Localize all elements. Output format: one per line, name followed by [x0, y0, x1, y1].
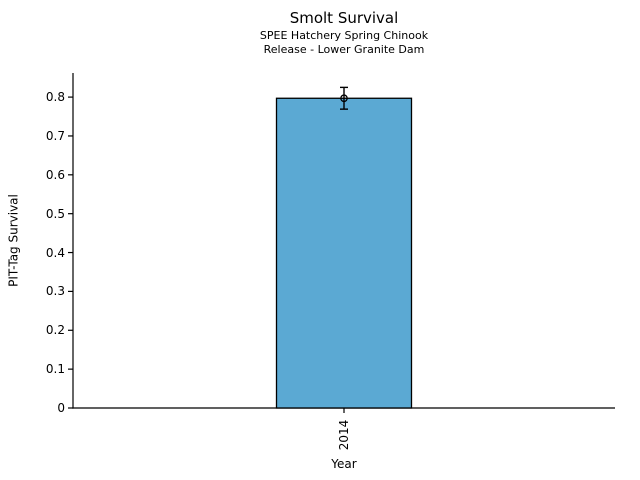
chart-title: Smolt Survival — [289, 9, 399, 27]
chart-subtitle-line1: SPEE Hatchery Spring Chinook — [259, 29, 429, 42]
y-tick-label: 0.2 — [45, 323, 65, 338]
chart-subtitle-line2: Release - Lower Granite Dam — [263, 43, 425, 56]
y-tick-label: 0.3 — [45, 284, 65, 299]
y-tick-label: 0 — [57, 401, 65, 415]
y-tick-label: 0.8 — [45, 90, 65, 105]
y-tick-label: 0.1 — [45, 362, 65, 377]
x-axis-label: Year — [331, 457, 357, 471]
y-tick-label: 0.6 — [45, 167, 65, 182]
y-tick-label: 0.4 — [45, 245, 65, 260]
data-point-marker — [340, 94, 348, 103]
y-axis-label: PIT-Tag Survival — [6, 194, 21, 287]
y-tick-label: 0.7 — [45, 128, 65, 143]
bar-2014 — [275, 97, 413, 409]
y-tick-label: 0.5 — [45, 206, 65, 221]
x-tick-label-2014: 2014 — [337, 419, 351, 451]
